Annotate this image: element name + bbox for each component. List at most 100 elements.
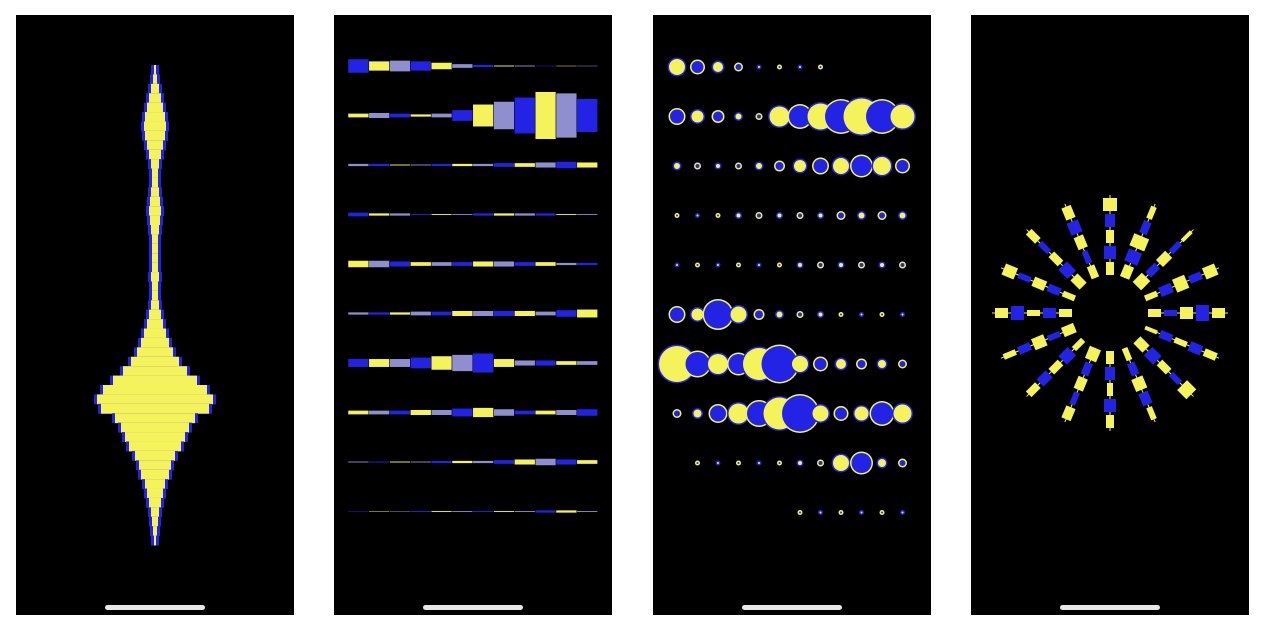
bubble bbox=[710, 405, 726, 422]
bubble bbox=[669, 59, 685, 75]
bubble bbox=[778, 66, 781, 68]
histogram-bar bbox=[149, 149, 161, 160]
home-indicator[interactable] bbox=[1060, 605, 1160, 610]
strip-segment bbox=[347, 58, 370, 74]
bubble bbox=[840, 511, 842, 514]
histogram-bar bbox=[123, 366, 187, 377]
strip-segment bbox=[451, 213, 474, 216]
bubble bbox=[728, 403, 749, 424]
bubble bbox=[735, 64, 742, 70]
bubble bbox=[900, 263, 905, 267]
spoke-segment bbox=[1119, 263, 1135, 280]
strip-segment bbox=[347, 358, 370, 368]
radial-spoke bbox=[1061, 345, 1102, 423]
bubble bbox=[778, 462, 781, 464]
spoke-segment bbox=[1037, 240, 1052, 255]
strip-segment bbox=[472, 64, 494, 68]
histogram-bar bbox=[135, 450, 175, 461]
strip-segment bbox=[555, 65, 578, 67]
spoke-segment bbox=[1202, 348, 1218, 361]
histogram-bar bbox=[144, 328, 166, 339]
strip-segment bbox=[472, 407, 494, 418]
spoke-segment bbox=[1201, 263, 1219, 280]
spoke-segment bbox=[1059, 309, 1072, 317]
bubble bbox=[901, 511, 904, 514]
spoke-segment bbox=[1104, 246, 1116, 259]
strip-segment bbox=[472, 352, 494, 374]
bubble bbox=[789, 105, 811, 128]
spoke-segment bbox=[1126, 361, 1140, 377]
bubble bbox=[859, 263, 864, 267]
radial-spoke bbox=[1025, 337, 1086, 398]
spoke-segment bbox=[1061, 405, 1076, 422]
bubble bbox=[798, 312, 802, 317]
spoke-segment bbox=[1145, 262, 1161, 278]
bubble bbox=[857, 360, 866, 368]
strip-segment bbox=[347, 212, 370, 217]
strip-segment bbox=[347, 510, 370, 513]
strip-segment bbox=[493, 101, 515, 130]
strip-segment bbox=[493, 260, 515, 268]
home-indicator[interactable] bbox=[742, 605, 842, 610]
histogram-bar bbox=[152, 281, 158, 292]
strip-segment bbox=[430, 113, 453, 118]
radial-spoke bbox=[1119, 203, 1157, 280]
strip-segment bbox=[472, 260, 494, 268]
bubble bbox=[818, 213, 823, 218]
strip-segment bbox=[493, 162, 515, 168]
spoke-segment bbox=[1156, 359, 1172, 375]
bubble bbox=[736, 213, 741, 218]
histogram-bar bbox=[151, 159, 159, 170]
bubble bbox=[818, 312, 823, 317]
strip-segment bbox=[514, 212, 536, 217]
bubble bbox=[899, 361, 906, 367]
radial-spoke bbox=[1000, 263, 1077, 302]
strip-segment bbox=[576, 262, 598, 266]
radial-spoke bbox=[1132, 229, 1194, 291]
bubble bbox=[777, 213, 782, 218]
histogram-bar bbox=[145, 130, 165, 141]
strip-segment bbox=[389, 311, 411, 316]
radial-spoke bbox=[1148, 305, 1228, 321]
strip-segment bbox=[347, 163, 370, 167]
spoke-segment bbox=[1103, 198, 1117, 211]
home-indicator[interactable] bbox=[105, 605, 205, 610]
radial-spoke bbox=[1143, 263, 1220, 302]
strip-rows-chart bbox=[347, 58, 598, 514]
strip-segment bbox=[472, 212, 494, 217]
strip-segment bbox=[430, 355, 453, 371]
strip-segment bbox=[368, 212, 390, 217]
strip-segment bbox=[368, 461, 390, 463]
strip-segment bbox=[514, 410, 536, 415]
spoke-segment bbox=[1143, 346, 1162, 365]
strip-segment bbox=[451, 460, 474, 464]
bubble bbox=[659, 346, 695, 382]
histogram-bar bbox=[151, 272, 159, 282]
histogram-bar bbox=[150, 196, 160, 207]
bubble bbox=[696, 214, 699, 217]
spoke-segment bbox=[1061, 290, 1077, 302]
histogram-bar bbox=[147, 319, 163, 330]
bubble bbox=[691, 110, 704, 123]
bubble bbox=[782, 395, 818, 432]
strip-segment bbox=[410, 164, 432, 166]
spoke-segment bbox=[1031, 334, 1048, 351]
home-indicator[interactable] bbox=[423, 605, 523, 610]
bubble bbox=[866, 100, 898, 133]
spoke-segment bbox=[1143, 290, 1159, 302]
strip-segment bbox=[347, 113, 370, 118]
histogram-bar bbox=[150, 215, 160, 226]
spoke-segment bbox=[1138, 390, 1153, 407]
spoke-segment bbox=[1073, 234, 1088, 251]
spoke-segment bbox=[1046, 283, 1062, 297]
spoke-segment bbox=[1073, 375, 1088, 392]
bubble bbox=[836, 359, 846, 369]
strip-segment bbox=[555, 458, 578, 466]
strip-segment bbox=[451, 408, 474, 417]
histogram-bar bbox=[147, 102, 163, 113]
strip-segment bbox=[451, 354, 474, 372]
histogram-bar bbox=[137, 347, 173, 358]
strip-segment bbox=[430, 261, 453, 267]
bubble bbox=[761, 346, 798, 382]
spoke-segment bbox=[1104, 399, 1116, 412]
